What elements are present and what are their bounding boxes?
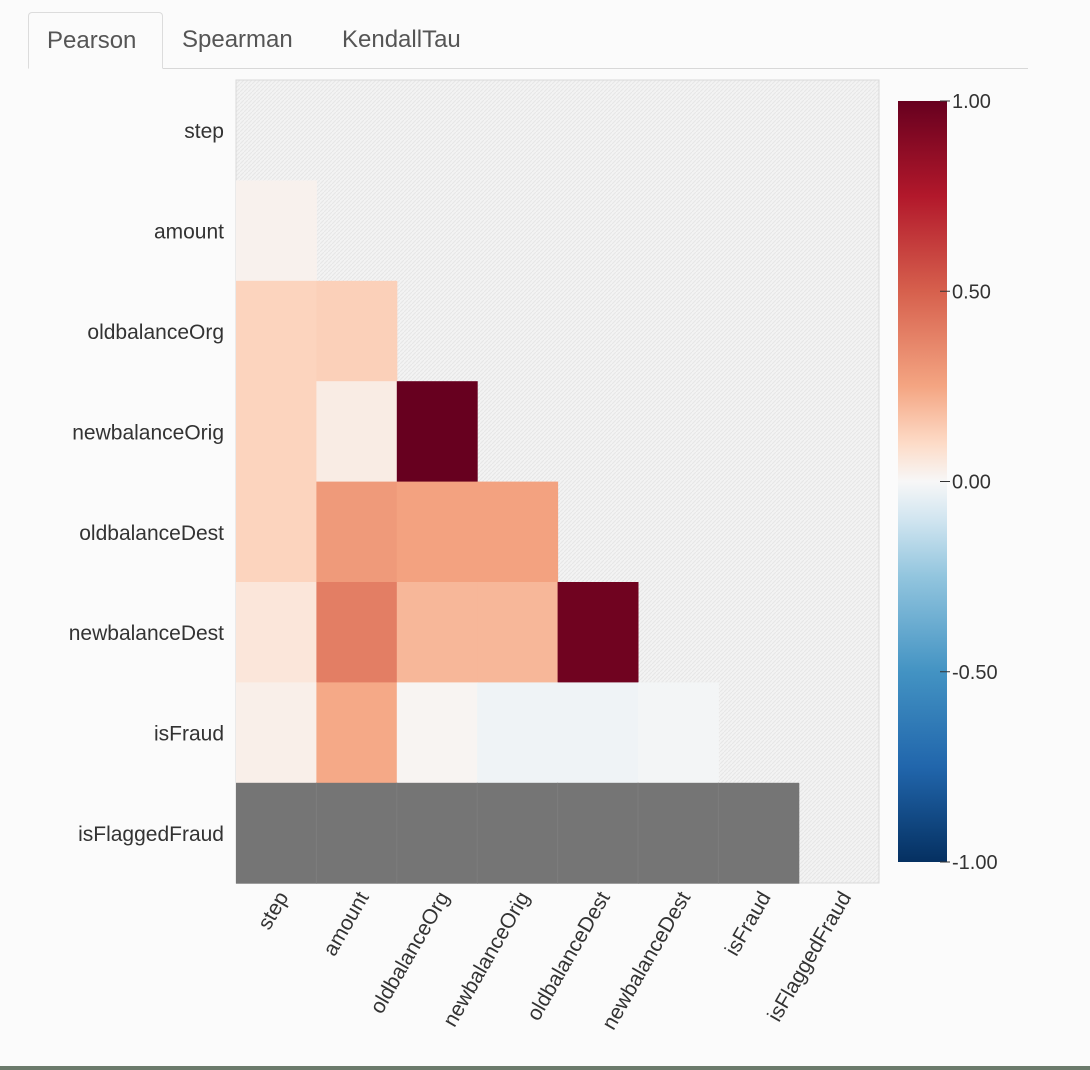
heatmap-cell-isFlaggedFraud-newbalanceDest <box>638 782 719 884</box>
y-label-oldbalanceOrg: oldbalanceOrg <box>87 321 224 344</box>
x-label-isFraud: isFraud <box>721 888 776 960</box>
tab-kendalltau[interactable]: KendallTau <box>342 26 461 53</box>
x-label-oldbalanceDest: oldbalanceDest <box>523 888 615 1025</box>
heatmap-cells <box>236 180 800 884</box>
heatmap-cell-isFraud-newbalanceDest <box>638 682 719 784</box>
x-label-amount: amount <box>319 888 374 960</box>
heatmap-cell-isFlaggedFraud-step <box>236 782 317 884</box>
y-label-isFraud: isFraud <box>154 723 224 746</box>
y-axis-labels: step amount oldbalanceOrg newbalanceOrig old… <box>69 120 224 846</box>
heatmap-cell-oldbalanceDest-amount <box>316 481 398 583</box>
heatmap-cell-isFraud-oldbalanceOrg <box>396 682 478 784</box>
tab-pearson[interactable]: Pearson <box>28 12 163 69</box>
heatmap-cell-oldbalanceOrg-step <box>236 280 317 382</box>
y-label-step: step <box>184 120 224 143</box>
correlation-tabs: Pearson Spearman KendallTau <box>28 12 1028 69</box>
heatmap-cell-newbalanceDest-oldbalanceOrg <box>396 582 478 683</box>
heatmap-cell-newbalanceDest-step <box>236 582 317 683</box>
y-label-oldbalanceDest: oldbalanceDest <box>79 522 224 545</box>
heatmap-cell-oldbalanceDest-step <box>236 481 317 583</box>
heatmap-cell-isFlaggedFraud-isFraud <box>718 782 800 884</box>
heatmap-cell-newbalanceOrig-amount <box>316 381 398 483</box>
heatmap-cell-isFraud-step <box>236 682 317 784</box>
colorbar-tick-label: -1.00 <box>952 852 998 874</box>
colorbar-ticks: 1.00 0.50 0.00 -0.50 -1.00 <box>940 91 998 874</box>
y-label-isFlaggedFraud: isFlaggedFraud <box>78 823 224 846</box>
heatmap-cell-isFlaggedFraud-oldbalanceDest <box>557 782 639 884</box>
colorbar-tick-label: 0.50 <box>952 281 991 303</box>
heatmap-cell-newbalanceDest-oldbalanceDest <box>557 582 639 683</box>
y-label-newbalanceDest: newbalanceDest <box>69 622 224 645</box>
heatmap-cell-newbalanceDest-amount <box>316 582 398 683</box>
colorbar-tick-label: 1.00 <box>952 91 991 113</box>
heatmap-cell-newbalanceDest-newbalanceOrig <box>477 582 559 683</box>
heatmap-cell-newbalanceOrig-step <box>236 381 317 483</box>
heatmap-cell-oldbalanceDest-newbalanceOrig <box>477 481 559 583</box>
bottom-divider <box>0 1066 1090 1070</box>
x-label-oldbalanceOrg: oldbalanceOrg <box>366 888 454 1018</box>
colorbar-tick-label: -0.50 <box>952 662 998 684</box>
heatmap-cell-isFraud-oldbalanceDest <box>557 682 639 784</box>
y-label-newbalanceOrig: newbalanceOrig <box>72 421 224 444</box>
heatmap-cell-oldbalanceOrg-amount <box>316 280 398 382</box>
colorbar-tick-label: 0.00 <box>952 472 991 494</box>
tab-spearman[interactable]: Spearman <box>182 26 293 53</box>
heatmap-cell-isFlaggedFraud-amount <box>316 782 398 884</box>
heatmap-cell-isFlaggedFraud-oldbalanceOrg <box>396 782 478 884</box>
x-label-newbalanceDest: newbalanceDest <box>598 888 696 1034</box>
colorbar <box>898 101 947 862</box>
heatmap-cell-isFraud-amount <box>316 682 398 784</box>
x-axis-labels: step amountoldbalanceOrgnewbalanceOrigold… <box>254 888 857 1034</box>
heatmap-cell-amount-step <box>236 180 317 282</box>
x-label-isFlaggedFraud: isFlaggedFraud <box>763 888 856 1026</box>
x-label-newbalanceOrig: newbalanceOrig <box>439 888 535 1031</box>
heatmap-cell-isFlaggedFraud-newbalanceOrig <box>477 782 559 884</box>
heatmap-cell-isFraud-newbalanceOrig <box>477 682 559 784</box>
heatmap-cell-oldbalanceDest-oldbalanceOrg <box>396 481 478 583</box>
x-label-step: step <box>254 888 294 934</box>
y-label-amount: amount <box>154 221 224 244</box>
heatmap-cell-newbalanceOrig-oldbalanceOrg <box>396 381 478 483</box>
